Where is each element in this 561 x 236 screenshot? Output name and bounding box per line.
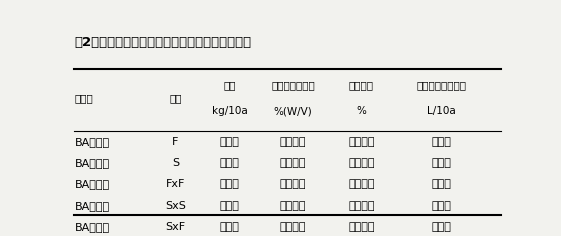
Text: 由来: 由来 xyxy=(169,93,182,103)
Text: ８３．９: ８３．９ xyxy=(348,179,375,190)
Text: ８３．１: ８３．１ xyxy=(348,137,375,147)
Text: BA２－３: BA２－３ xyxy=(75,137,109,147)
Text: BA５－４: BA５－４ xyxy=(75,179,109,190)
Text: ９０２: ９０２ xyxy=(220,179,240,190)
Text: SxF: SxF xyxy=(165,222,186,232)
Text: ７９．５: ７９．５ xyxy=(348,201,375,211)
Text: BA５－８: BA５－８ xyxy=(75,201,109,211)
Text: BA５－９: BA５－９ xyxy=(75,222,109,232)
Text: ４．５３: ４．５３ xyxy=(280,158,306,168)
Text: ７６９: ７６９ xyxy=(220,222,240,232)
Text: ４８７: ４８７ xyxy=(432,179,452,190)
Text: ５０５: ５０５ xyxy=(432,158,452,168)
Text: 糖量: 糖量 xyxy=(224,80,236,91)
Text: ４６９: ４６９ xyxy=(432,201,452,211)
Text: ４．０３: ４．０３ xyxy=(280,137,306,147)
Text: エタノール濃度: エタノール濃度 xyxy=(271,80,315,91)
Text: エタノール生成量: エタノール生成量 xyxy=(417,80,467,91)
Text: ４．３９: ４．３９ xyxy=(280,179,306,190)
Text: FxF: FxF xyxy=(166,179,185,190)
Text: ８１．６: ８１．６ xyxy=(348,222,375,232)
Text: kg/10a: kg/10a xyxy=(212,106,248,116)
Text: %(W/V): %(W/V) xyxy=(274,106,312,116)
Text: %: % xyxy=(356,106,366,116)
Text: ４９２: ４９２ xyxy=(432,137,452,147)
Text: ４０４: ４０４ xyxy=(432,222,452,232)
Text: 表2　多胚花粉親系統におけるエタノール生成量: 表2 多胚花粉親系統におけるエタノール生成量 xyxy=(75,37,251,50)
Text: L/10a: L/10a xyxy=(427,106,456,116)
Text: 変換効率: 変換効率 xyxy=(349,80,374,91)
Text: F: F xyxy=(172,137,179,147)
Text: ４．８５: ４．８５ xyxy=(280,222,306,232)
Text: ９１６: ９１６ xyxy=(220,201,240,211)
Text: BA２－９: BA２－９ xyxy=(75,158,109,168)
Text: ９３８: ９３８ xyxy=(220,158,240,168)
Text: S: S xyxy=(172,158,179,168)
Text: 系統名: 系統名 xyxy=(75,93,93,103)
Text: ５．０８: ５．０８ xyxy=(280,201,306,211)
Text: ８３．６: ８３．６ xyxy=(348,158,375,168)
Text: ９２０: ９２０ xyxy=(220,137,240,147)
Text: SxS: SxS xyxy=(165,201,186,211)
